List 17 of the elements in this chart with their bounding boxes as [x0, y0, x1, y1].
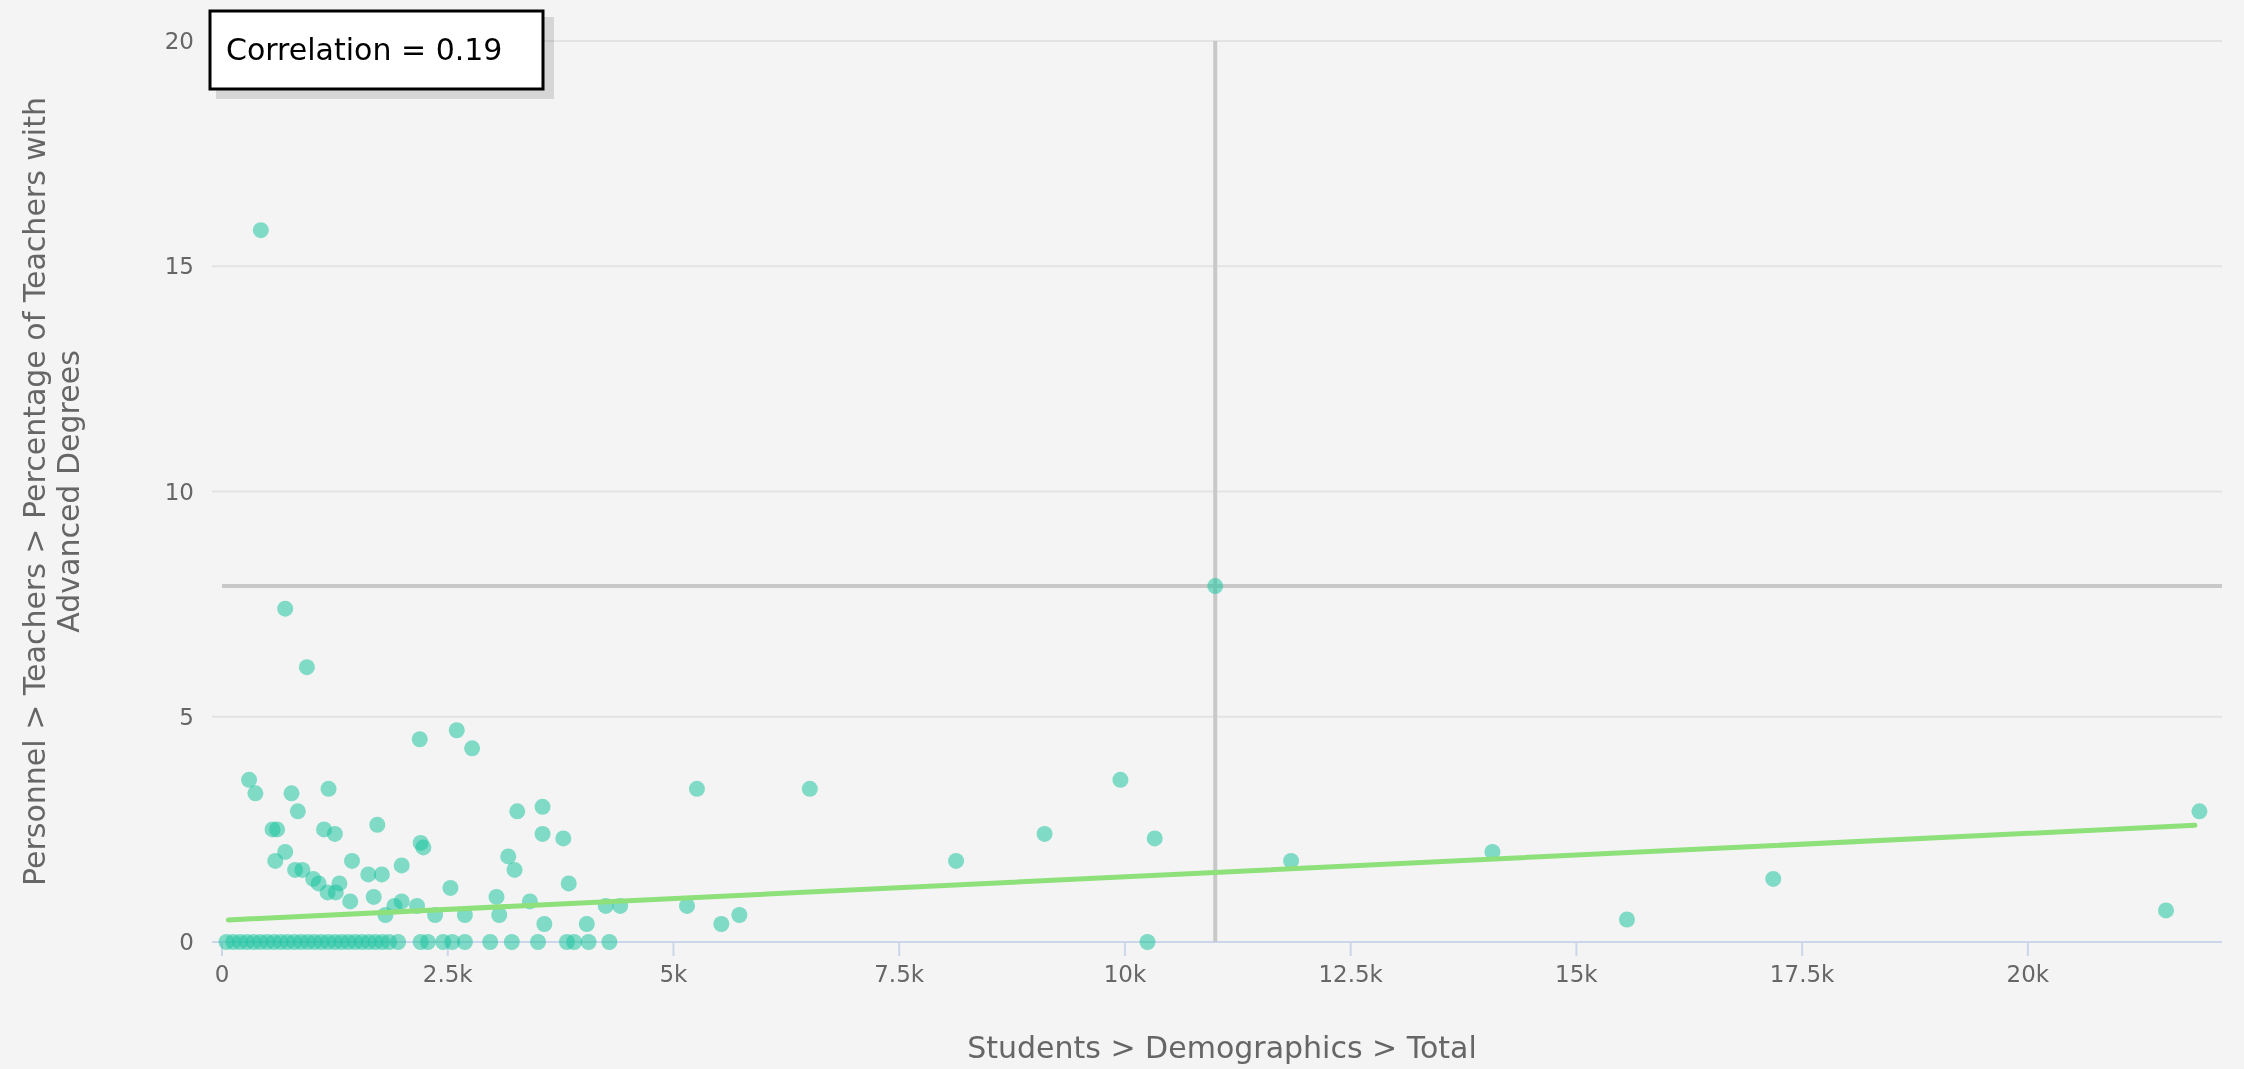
x-tick-label: 12.5k [1318, 961, 1384, 987]
x-tick-label: 2.5k [422, 961, 474, 987]
x-tick-label: 0 [214, 961, 230, 987]
x-tick-label: 15k [1555, 961, 1599, 987]
x-tick-label: 17.5k [1769, 961, 1836, 987]
y-tick-label: 0 [179, 929, 194, 955]
y-tick-label: 15 [164, 253, 194, 280]
y-axis-title: Personnel > Teachers > Percentage of Teachers with Advanced Degrees [17, 97, 86, 886]
x-tick-label: 10k [1103, 961, 1147, 987]
x-tick-label: 5k [659, 961, 689, 987]
x-tick-label: 20k [2006, 961, 2050, 987]
annotation: Correlation = 0.19 [226, 32, 503, 67]
x-axis-title: Students > Demographics > Total [967, 1030, 1477, 1065]
y-tick-label: 20 [164, 28, 194, 54]
y-tick-label: 10 [164, 478, 194, 505]
y-tick-label: 5 [179, 703, 194, 730]
x-tick-label: 7.5k [874, 961, 925, 987]
